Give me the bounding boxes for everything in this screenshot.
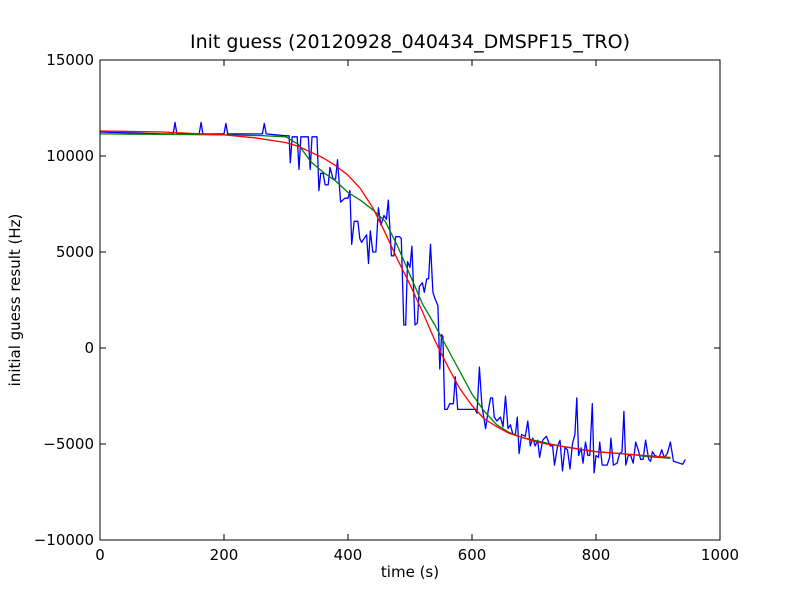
x-tick-label: 0 [95,546,105,564]
plot-frame [99,59,721,541]
tick-layer: 0 200 400 600 800 1000 −10000 −5000 0 5000 10000 15… [34,51,739,564]
y-tick-label: −10000 [34,531,94,549]
plot-area [100,60,720,540]
x-tick-label: 800 [582,546,611,564]
y-axis-label: initial guess result (Hz) [6,214,24,387]
x-axis-label: time (s) [381,563,439,581]
series-line-1 [99,121,686,474]
chart-title: Init guess (20120928_040434_DMSPF15_TRO) [190,31,630,53]
x-tick-label: 600 [458,546,487,564]
x-tick-label: 200 [210,546,239,564]
series-line-3 [99,130,671,459]
y-tick-label: 15000 [46,51,94,69]
y-tick-label: 0 [84,339,94,357]
y-tick-label: 10000 [46,147,94,165]
y-tick-label: 5000 [56,243,94,261]
y-tick-label: −5000 [43,435,94,453]
series-layer [99,121,686,474]
x-tick-label: 1000 [701,546,739,564]
x-tick-label: 400 [334,546,363,564]
